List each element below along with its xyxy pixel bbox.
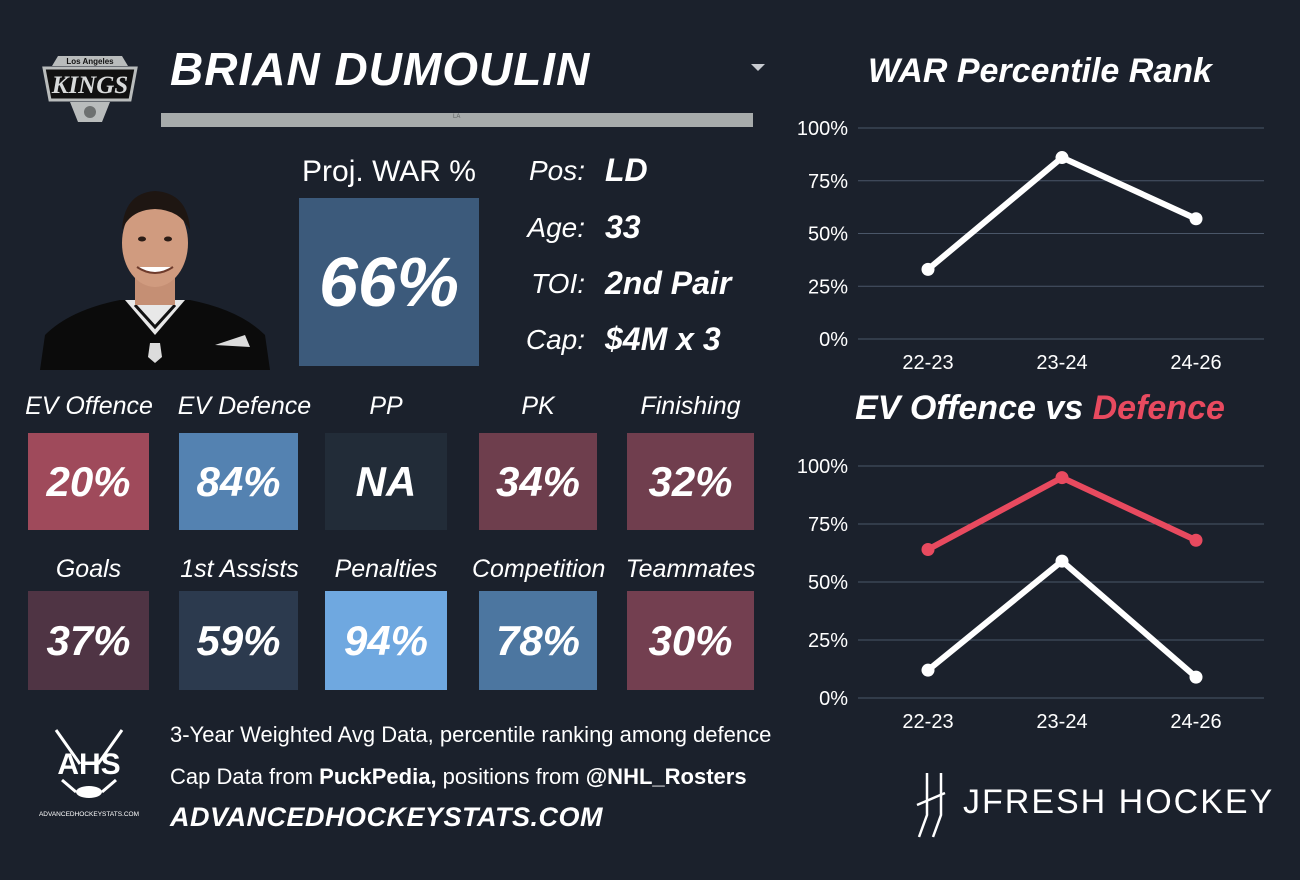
logo-text-line1: Los Angeles (66, 57, 114, 66)
footer-rosters-link[interactable]: @NHL_Rosters (585, 764, 747, 789)
war-percentile-chart: 100% 75% 50% 25% 0% 22-23 23-24 24-26 (797, 118, 1264, 374)
chart2-ytick-label: 50% (808, 572, 848, 594)
stat-label-pk: PK (521, 392, 555, 420)
chart2-series-1-point (1189, 670, 1203, 684)
stat-label-finishing: Finishing (640, 392, 741, 420)
stat-label-ev-defence: EV Defence (177, 392, 312, 420)
chart2-title: EV Offence vs Defence (840, 389, 1240, 428)
stat-box-ev-offence: 20% (28, 433, 149, 530)
footer-sources-pre: Cap Data from (170, 764, 320, 789)
chevron-down-icon[interactable] (748, 60, 768, 74)
logo-text-line2: KINGS (51, 72, 128, 99)
info-value-pos: LD (605, 152, 648, 188)
chart2-ytick-label: 100% (797, 456, 848, 478)
chart2-xtick-label: 23-24 (1036, 711, 1087, 733)
stat-label-competition: Competition (472, 555, 606, 583)
footer-sources: Cap Data from PuckPedia, positions from … (170, 764, 747, 790)
chart2-ytick-label: 25% (808, 630, 848, 652)
stat-label-pp: PP (369, 392, 403, 420)
chart2-title-part1: EV Offence vs (855, 389, 1093, 427)
stat-box-pp: NA (325, 433, 447, 530)
stat-box-ev-defence: 84% (179, 433, 298, 530)
chart1-ytick-label: 50% (808, 224, 848, 246)
stat-label-goals: Goals (55, 555, 122, 583)
info-value-age: 33 (605, 209, 641, 245)
chart1-xtick-label: 23-24 (1036, 352, 1087, 374)
ahs-logo-sub: ADVANCEDHOCKEYSTATS.COM (39, 811, 139, 818)
stat-box-goals: 37% (28, 591, 149, 690)
info-value-toi: 2nd Pair (605, 265, 732, 301)
chart2-series-1-point (1055, 554, 1069, 568)
stat-box-finishing: 32% (627, 433, 754, 530)
proj-war-value: 66% (299, 198, 479, 366)
chart2-series-0-line (925, 474, 1199, 553)
player-name: BRIAN DUMOULIN (170, 43, 591, 95)
stat-label-teammates: Teammates (625, 555, 756, 583)
chart2-ytick-label: 0% (819, 688, 848, 710)
chart2-series-1-point (921, 663, 935, 677)
footer-puckpedia-link[interactable]: PuckPedia, (319, 764, 437, 789)
info-key-age: Age: (527, 212, 585, 243)
chart1-ytick-label: 75% (808, 171, 848, 193)
stat-label-1st-assists: 1st Assists (180, 555, 299, 583)
chart2-series-0-point (1055, 471, 1069, 485)
stat-label-ev-offence: EV Offence (25, 392, 153, 420)
chart1-series-0-point (1055, 151, 1069, 165)
info-key-pos: Pos: (528, 155, 585, 186)
stat-label-penalties: Penalties (334, 555, 438, 583)
jfresh-hockey-logo: JFRESH HOCKEY (916, 773, 1274, 838)
proj-war-label: Proj. WAR % (302, 155, 476, 188)
ahs-logo-text: AHS (57, 748, 120, 781)
chart2-series-0-point (921, 543, 935, 557)
chart2-title-part2: Defence (1092, 389, 1225, 427)
chart1-title: WAR Percentile Rank (868, 52, 1212, 90)
chart1-series-0-point (921, 262, 935, 276)
chart1-xtick-label: 24-26 (1170, 352, 1221, 374)
chart1-ytick-label: 0% (819, 329, 848, 351)
bar-text: LA (453, 114, 461, 120)
chart1-ytick-label: 25% (808, 276, 848, 298)
chart2-series-0-point (1189, 533, 1203, 547)
stat-box-teammates: 30% (627, 591, 754, 690)
stat-box-1st-assists: 59% (179, 591, 298, 690)
info-key-cap: Cap: (525, 324, 585, 355)
info-value-cap: $4M x 3 (605, 321, 721, 357)
ahs-logo: AHS ADVANCEDHOCKEYSTATS.COM (39, 729, 139, 818)
info-key-toi: TOI: (531, 268, 585, 299)
chart1-series-0-point (1189, 212, 1203, 226)
chart2-xtick-label: 22-23 (902, 711, 953, 733)
ev-offence-defence-chart: 100% 75% 50% 25% 0% 22-23 23-24 24-26 (797, 456, 1264, 733)
footer-sources-mid: positions from (436, 764, 586, 789)
stat-box-pk: 34% (479, 433, 597, 530)
name-underline-bar: LA (161, 113, 753, 127)
chart1-series-0-line (925, 154, 1199, 273)
chart2-xtick-label: 24-26 (1170, 711, 1221, 733)
brand-text: JFRESH HOCKEY (963, 783, 1274, 821)
chart2-series-1-line (925, 558, 1199, 681)
chart1-ytick-label: 100% (797, 118, 848, 140)
stat-box-competition: 78% (479, 591, 597, 690)
chart2-ytick-label: 75% (808, 514, 848, 536)
chart1-xtick-label: 22-23 (902, 352, 953, 374)
stat-box-penalties: 94% (325, 591, 447, 690)
footer-note: 3-Year Weighted Avg Data, percentile ran… (170, 722, 772, 747)
kings-logo: Los Angeles KINGS (42, 56, 138, 122)
player-headshot (40, 191, 270, 370)
footer-url[interactable]: ADVANCEDHOCKEYSTATS.COM (170, 802, 604, 832)
